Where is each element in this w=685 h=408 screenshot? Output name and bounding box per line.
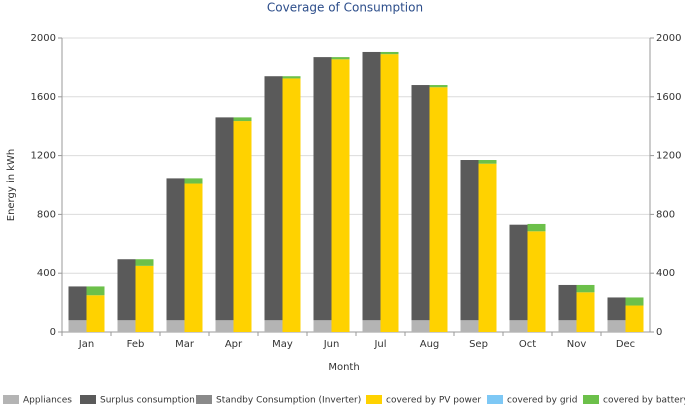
legend-swatch xyxy=(583,395,599,404)
bar-segment xyxy=(233,121,252,333)
bar-segment xyxy=(527,223,546,232)
bar-segment xyxy=(166,320,185,332)
y-tick-label: 400 xyxy=(37,268,56,279)
bar-segment xyxy=(215,117,234,321)
bar-segment xyxy=(429,87,448,333)
legend-label: Appliances xyxy=(23,396,72,406)
y-tick-label: 0 xyxy=(50,327,56,338)
legend-label: Surplus consumption xyxy=(100,396,195,406)
bar-segment xyxy=(331,59,350,332)
x-tick-label: Dec xyxy=(616,339,635,350)
bar-segment xyxy=(135,259,154,266)
bar-segment xyxy=(264,76,283,321)
bar-segment xyxy=(282,78,301,332)
bar-segment xyxy=(68,320,87,332)
legend-label: Standby Consumption (Inverter) xyxy=(216,396,361,406)
bar-segment xyxy=(117,320,136,332)
x-tick-label: Apr xyxy=(225,339,243,350)
legend-swatch xyxy=(366,395,382,404)
y-tick-label: 800 xyxy=(37,209,56,220)
x-tick-label: Oct xyxy=(519,339,536,350)
bar-segment xyxy=(362,320,381,332)
bar-segment xyxy=(478,160,497,164)
y-tick-label: 1200 xyxy=(31,151,56,162)
bar-segment xyxy=(527,231,546,332)
bar-segment xyxy=(411,320,430,332)
legend-label: covered by grid xyxy=(507,396,577,406)
legend-swatch xyxy=(487,395,503,404)
bar-segment xyxy=(264,320,283,332)
bar-segment xyxy=(68,286,87,321)
y2-tick-label: 1600 xyxy=(656,92,681,103)
bar-segment xyxy=(625,297,644,306)
x-tick-label: Sep xyxy=(469,339,488,350)
bar-segment xyxy=(86,286,105,296)
legend-swatch xyxy=(80,395,96,404)
x-tick-label: Aug xyxy=(420,339,440,350)
bar-segment xyxy=(362,51,381,321)
y-axis-label: Energy in kWh xyxy=(6,149,17,222)
bar-segment xyxy=(460,320,479,332)
y2-tick-label: 0 xyxy=(656,327,662,338)
bar-segment xyxy=(313,57,332,321)
bar-segment xyxy=(558,284,577,321)
bar-segment xyxy=(233,117,252,122)
y-tick-label: 2000 xyxy=(31,33,56,44)
bar-segment xyxy=(478,163,497,332)
legend-swatch xyxy=(196,395,212,404)
bar-segment xyxy=(509,320,528,332)
bar-segment xyxy=(558,320,577,332)
bar-segment xyxy=(460,160,479,321)
bar-segment xyxy=(380,51,399,55)
bar-segment xyxy=(625,305,644,332)
bar-segment xyxy=(184,183,203,332)
x-tick-label: Mar xyxy=(175,339,195,350)
legend-swatch xyxy=(3,395,19,404)
x-tick-label: Feb xyxy=(127,339,145,350)
x-tick-label: Jun xyxy=(323,339,340,350)
x-tick-label: May xyxy=(272,339,293,350)
y2-tick-label: 800 xyxy=(656,209,675,220)
bar-segment xyxy=(607,320,626,332)
legend-label: covered by battery xyxy=(603,396,685,406)
chart-title: Coverage of Consumption xyxy=(267,1,423,15)
bar-segment xyxy=(411,85,430,321)
bar-segment xyxy=(282,76,301,79)
bar-segment xyxy=(429,85,448,88)
bar-segment xyxy=(135,265,154,332)
x-tick-label: Nov xyxy=(567,339,587,350)
bar-segment xyxy=(380,54,399,333)
bar-segment xyxy=(331,57,350,60)
bar-segment xyxy=(509,224,528,321)
bar-segment xyxy=(576,292,595,332)
bar-segment xyxy=(166,178,185,321)
y2-tick-label: 400 xyxy=(656,268,675,279)
y2-tick-label: 2000 xyxy=(656,33,681,44)
bar-segment xyxy=(184,178,203,184)
bar-segment xyxy=(576,284,595,293)
bar-segment xyxy=(313,320,332,332)
bar-segment xyxy=(607,297,626,321)
bar-segment xyxy=(117,259,136,321)
x-axis-label: Month xyxy=(328,362,359,373)
y-tick-label: 1600 xyxy=(31,92,56,103)
x-tick-label: Jul xyxy=(373,339,386,350)
x-tick-label: Jan xyxy=(78,339,94,350)
bar-segment xyxy=(215,320,234,332)
legend-label: covered by PV power xyxy=(386,396,481,406)
y2-tick-label: 1200 xyxy=(656,151,681,162)
bar-segment xyxy=(86,295,105,332)
